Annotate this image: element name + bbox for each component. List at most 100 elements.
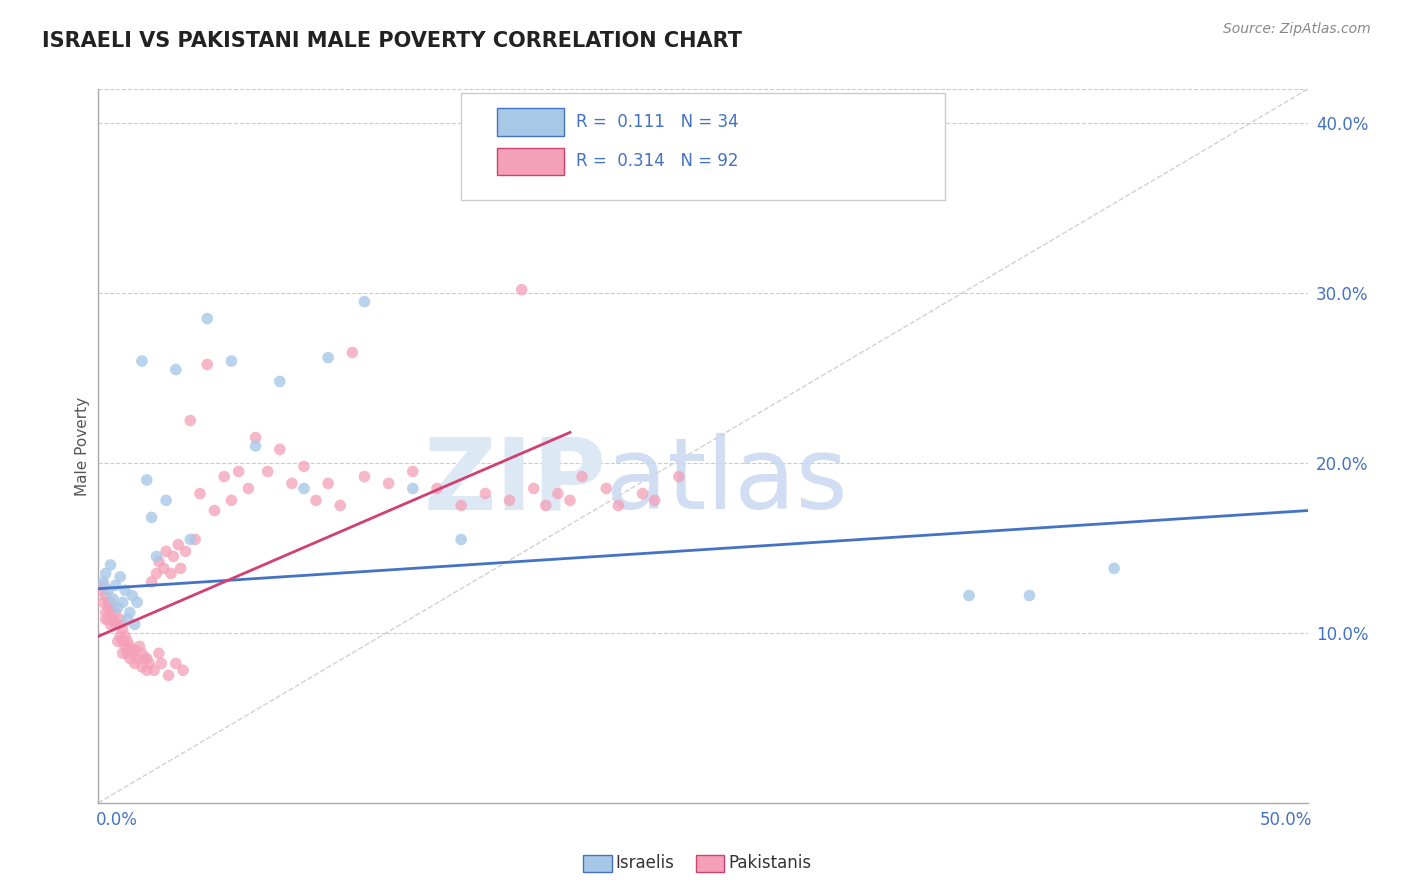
- Point: [101, 612, 124, 626]
- Point: [607, 499, 630, 513]
- Point: [141, 510, 163, 524]
- Text: 50.0%: 50.0%: [1260, 811, 1312, 829]
- Point: [152, 561, 174, 575]
- Text: ISRAELI VS PAKISTANI MALE POVERTY CORRELATION CHART: ISRAELI VS PAKISTANI MALE POVERTY CORREL…: [42, 31, 742, 51]
- Point: [269, 442, 291, 457]
- Point: [97, 595, 120, 609]
- Point: [107, 617, 129, 632]
- Point: [111, 646, 134, 660]
- Point: [127, 651, 149, 665]
- Point: [426, 482, 449, 496]
- Point: [100, 595, 122, 609]
- Point: [91, 574, 114, 589]
- Point: [97, 600, 120, 615]
- Point: [121, 589, 143, 603]
- Point: [195, 358, 218, 372]
- Point: [316, 351, 339, 365]
- Point: [256, 465, 278, 479]
- Point: [558, 493, 581, 508]
- Bar: [498, 109, 564, 136]
- Point: [179, 413, 201, 427]
- Point: [94, 589, 117, 603]
- Point: [131, 354, 153, 368]
- Point: [155, 493, 177, 508]
- Point: [329, 499, 352, 513]
- Point: [90, 583, 112, 598]
- Point: [114, 629, 136, 643]
- Point: [138, 657, 160, 671]
- Point: [571, 469, 593, 483]
- Point: [141, 574, 163, 589]
- Point: [94, 612, 117, 626]
- Point: [342, 345, 364, 359]
- Point: [100, 606, 122, 620]
- Point: [131, 646, 153, 660]
- Point: [184, 533, 207, 547]
- Point: [534, 499, 557, 513]
- Point: [523, 482, 546, 496]
- Point: [118, 651, 141, 665]
- Point: [100, 558, 122, 572]
- Point: [100, 617, 122, 632]
- Point: [117, 612, 139, 626]
- Point: [377, 476, 399, 491]
- Point: [124, 657, 146, 671]
- Point: [162, 549, 184, 564]
- Point: [135, 651, 157, 665]
- Point: [221, 493, 243, 508]
- Point: [1018, 589, 1040, 603]
- Point: [195, 311, 218, 326]
- Point: [101, 591, 124, 606]
- Point: [148, 646, 170, 660]
- Text: atlas: atlas: [606, 434, 848, 530]
- Point: [292, 459, 315, 474]
- Point: [145, 549, 167, 564]
- Point: [104, 606, 127, 620]
- Point: [228, 465, 250, 479]
- Point: [111, 634, 134, 648]
- Point: [450, 499, 472, 513]
- FancyBboxPatch shape: [461, 93, 945, 200]
- Point: [957, 589, 980, 603]
- Point: [108, 612, 131, 626]
- Point: [510, 283, 533, 297]
- Point: [167, 537, 190, 551]
- Point: [644, 493, 666, 508]
- Point: [145, 566, 167, 581]
- Point: [108, 629, 131, 643]
- Point: [547, 486, 569, 500]
- Point: [204, 503, 226, 517]
- Text: Source: ZipAtlas.com: Source: ZipAtlas.com: [1223, 22, 1371, 37]
- Point: [172, 663, 194, 677]
- Point: [157, 668, 180, 682]
- Text: R =  0.111   N = 34: R = 0.111 N = 34: [576, 113, 738, 131]
- Point: [353, 469, 375, 483]
- Point: [238, 482, 260, 496]
- Point: [212, 469, 235, 483]
- Point: [111, 623, 134, 637]
- Point: [97, 583, 120, 598]
- Point: [245, 430, 267, 444]
- Point: [316, 476, 339, 491]
- Point: [135, 663, 157, 677]
- Point: [114, 640, 136, 654]
- Point: [353, 294, 375, 309]
- Point: [111, 595, 134, 609]
- Point: [160, 566, 183, 581]
- Point: [1102, 561, 1125, 575]
- Point: [474, 486, 496, 500]
- Point: [108, 570, 131, 584]
- Point: [155, 544, 177, 558]
- Point: [174, 544, 197, 558]
- Point: [104, 617, 127, 632]
- Point: [169, 561, 191, 575]
- Point: [94, 606, 117, 620]
- Point: [188, 486, 211, 500]
- Point: [402, 465, 425, 479]
- Point: [124, 617, 146, 632]
- Point: [128, 640, 150, 654]
- Point: [131, 660, 153, 674]
- Point: [165, 657, 187, 671]
- Point: [117, 634, 139, 648]
- Point: [94, 566, 117, 581]
